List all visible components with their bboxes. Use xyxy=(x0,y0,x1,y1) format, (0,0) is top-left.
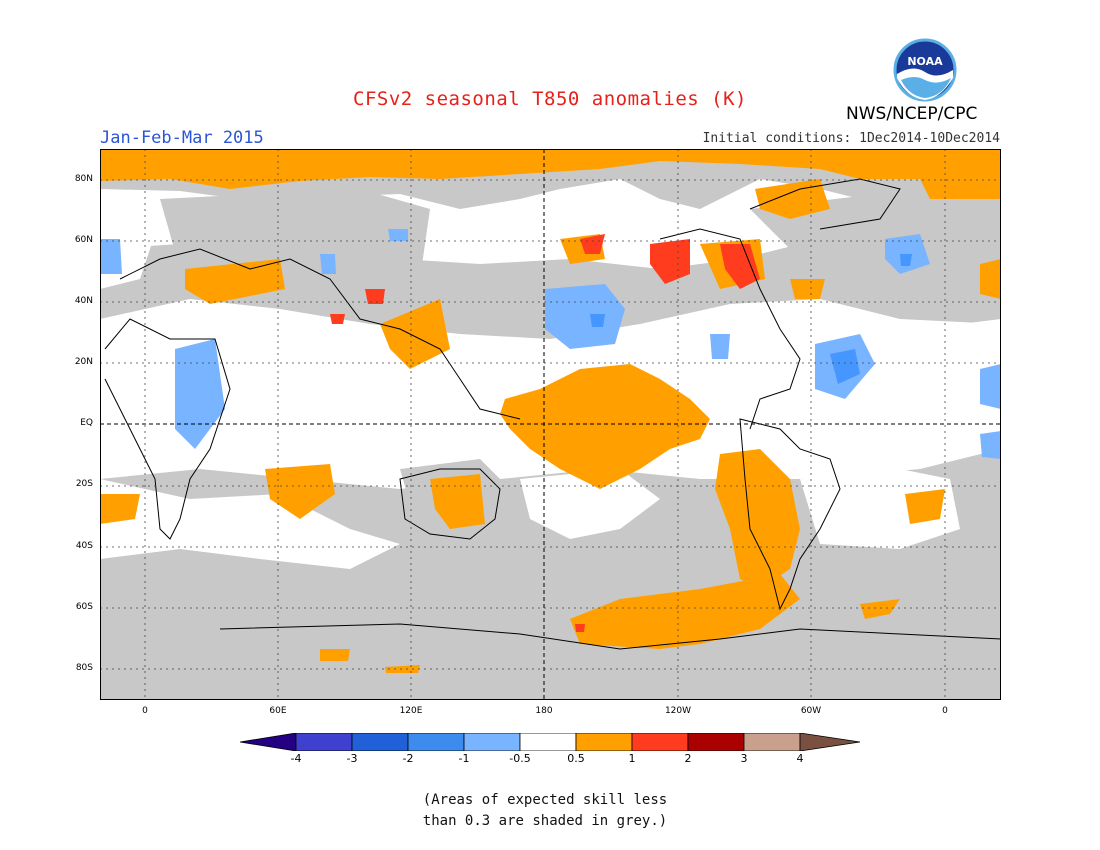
colorbar-arrow-low xyxy=(240,733,297,751)
anomaly-map xyxy=(100,149,1001,700)
strong-warm-anomalies xyxy=(330,234,760,632)
africa-cool xyxy=(175,339,225,449)
lat-label: 60N xyxy=(74,235,93,245)
colorbar-swatch xyxy=(351,733,409,751)
colorbar-label: 4 xyxy=(796,752,804,765)
equator-dateline xyxy=(100,149,1001,700)
lon-label: 120E xyxy=(399,706,423,716)
colorbar-swatch xyxy=(407,733,465,751)
colorbar xyxy=(240,733,861,751)
lat-label: 80S xyxy=(75,663,93,673)
colorbar-label: 0.5 xyxy=(567,752,585,765)
noaa-logo: NOAA xyxy=(893,38,957,102)
colorbar-arrow-high xyxy=(799,733,861,751)
lon-label: 180 xyxy=(535,706,553,716)
skill-note-line2: than 0.3 are shaded in grey.) xyxy=(422,813,668,829)
lon-label: 0 xyxy=(142,706,148,716)
colorbar-label: -1 xyxy=(458,752,470,765)
colorbar-label: 3 xyxy=(740,752,748,765)
colorbar-label: 1 xyxy=(628,752,636,765)
colorbar-label: 2 xyxy=(684,752,692,765)
skill-note-line1: (Areas of expected skill less xyxy=(422,792,668,808)
colorbar-swatch xyxy=(687,733,745,751)
lat-label: 40N xyxy=(74,296,93,306)
colorbar-label: -4 xyxy=(290,752,302,765)
colorbar-label: -2 xyxy=(402,752,414,765)
south-america-warm xyxy=(715,449,800,589)
colorbar-swatch xyxy=(463,733,521,751)
chart-title: CFSv2 seasonal T850 anomalies (K) xyxy=(353,88,747,110)
lat-label: 20N xyxy=(74,357,93,367)
lon-label: 60E xyxy=(269,706,287,716)
colorbar-swatch xyxy=(295,733,353,751)
skill-note: (Areas of expected skill less than 0.3 a… xyxy=(0,790,1090,832)
lat-label: 80N xyxy=(74,174,93,184)
lat-label: 20S xyxy=(75,479,93,489)
arctic-warm xyxy=(100,149,1001,199)
southern-ocean-warm xyxy=(570,574,800,649)
lon-label: 120W xyxy=(664,706,692,716)
colorbar-swatch xyxy=(743,733,801,751)
north-pacific-cool xyxy=(545,284,625,349)
lat-label: 60S xyxy=(75,602,93,612)
colorbar-label: -0.5 xyxy=(509,752,531,765)
forecast-period: Jan-Feb-Mar 2015 xyxy=(100,128,264,148)
grid xyxy=(100,149,1001,700)
orange-anomalies xyxy=(100,149,1001,673)
initial-conditions: Initial conditions: 1Dec2014-10Dec2014 xyxy=(702,131,1000,146)
strong-cool-anomalies xyxy=(590,254,912,384)
lat-label: 40S xyxy=(75,541,93,551)
colorbar-label: -3 xyxy=(346,752,358,765)
lat-label: EQ xyxy=(80,418,93,428)
organization-label: NWS/NCEP/CPC xyxy=(846,104,978,124)
pacific-warm xyxy=(500,364,710,489)
logo-text: NOAA xyxy=(907,55,943,68)
colorbar-swatch xyxy=(575,733,633,751)
colorbar-swatch xyxy=(519,733,577,751)
colorbar-swatch xyxy=(631,733,689,751)
coastlines xyxy=(104,178,1001,650)
map-frame xyxy=(100,149,1001,700)
lon-label: 0 xyxy=(942,706,948,716)
lon-label: 60W xyxy=(800,706,822,716)
